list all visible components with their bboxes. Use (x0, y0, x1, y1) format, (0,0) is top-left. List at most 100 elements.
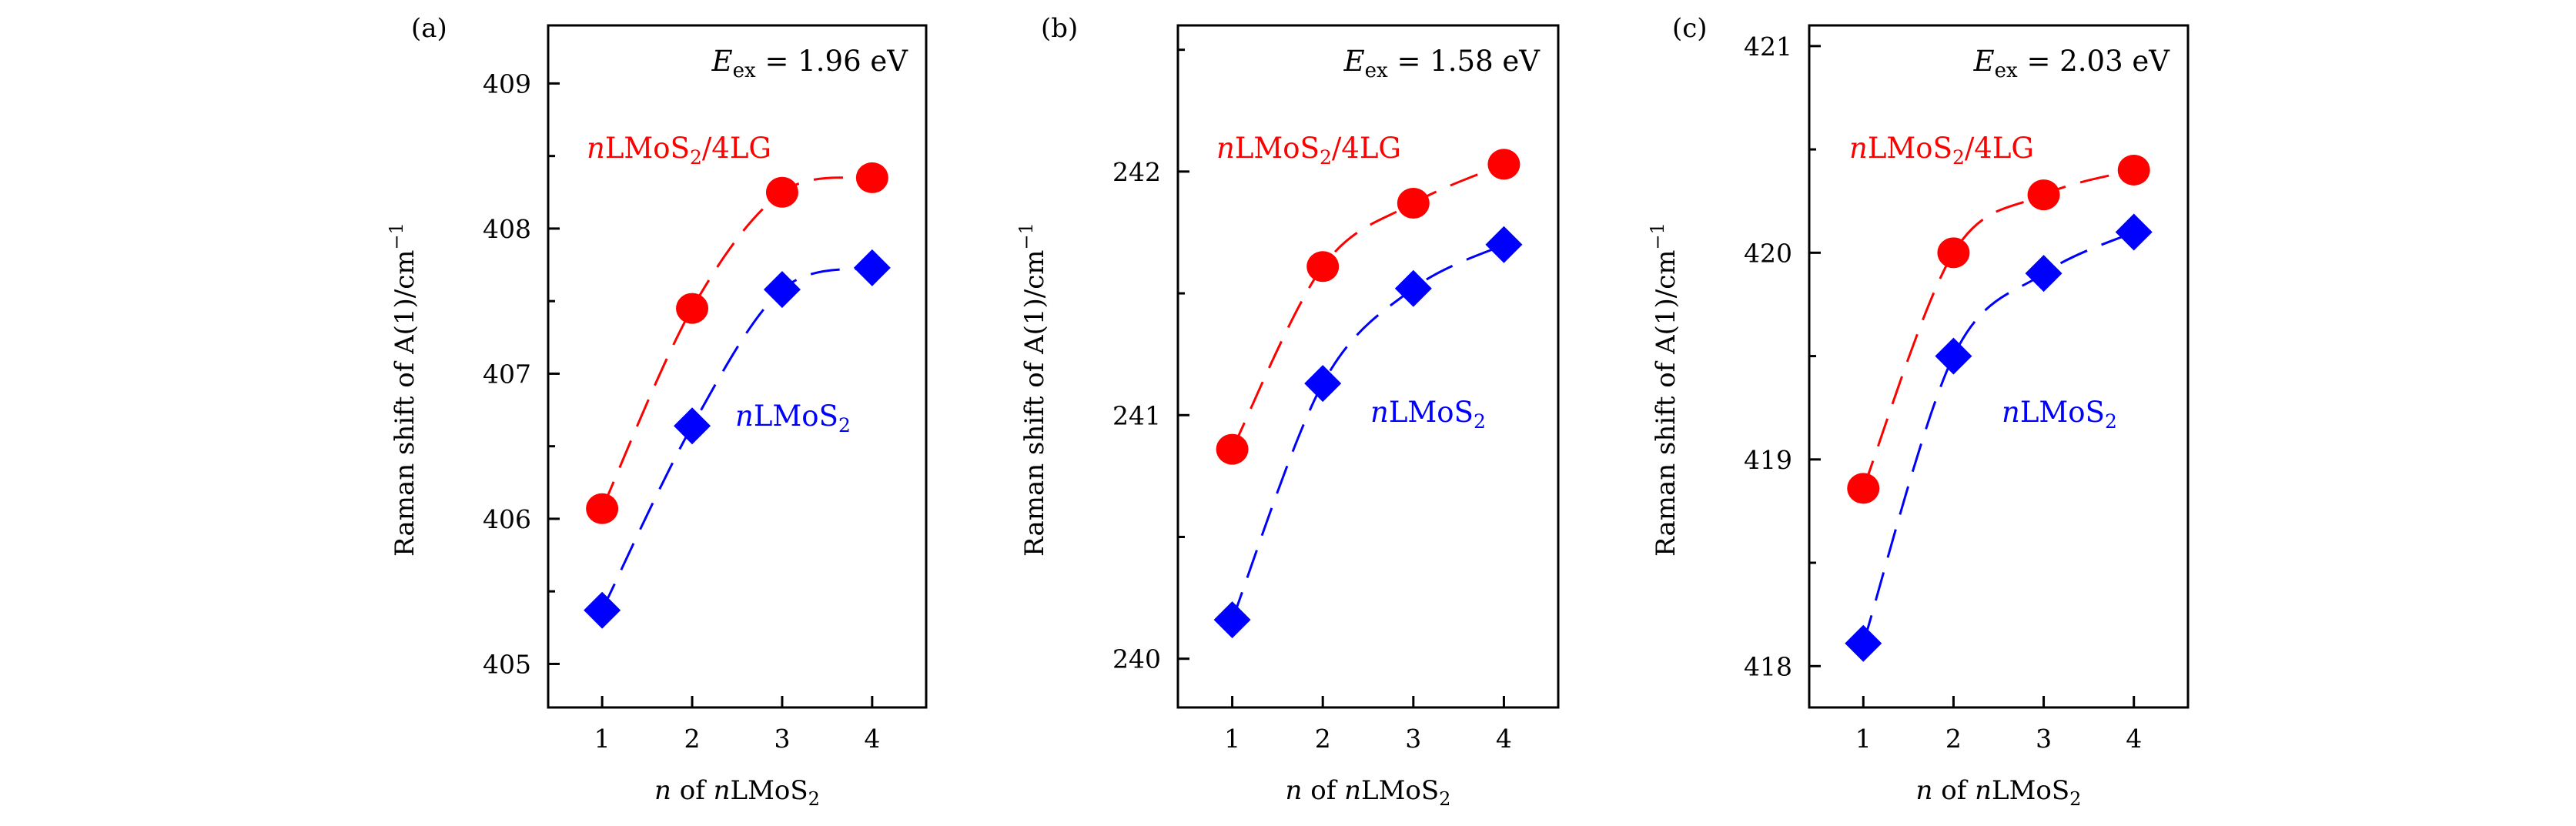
data-point-diamond (763, 271, 801, 309)
x-tick-label: 4 (864, 724, 880, 754)
xlabel-main: LMoS (1361, 775, 1439, 806)
y-tick-label: 408 (483, 214, 531, 244)
y-tick-label: 241 (1112, 400, 1161, 430)
xlabel-main: LMoS (731, 775, 808, 806)
series-nlmos2-4lg: nLMoS2/4LG (586, 132, 888, 524)
x-tick-label: 2 (684, 724, 701, 754)
x-tick-label: 1 (594, 724, 611, 754)
data-point-circle (1487, 149, 1521, 180)
annotation-value: = 1.58 eV (1388, 45, 1541, 78)
series-label-main: LMoS (1389, 396, 1474, 429)
x-tick-label: 2 (1315, 724, 1331, 754)
y-tick-label: 420 (1744, 238, 1792, 268)
data-point-diamond (2115, 213, 2153, 251)
data-point-circle (855, 162, 888, 193)
data-point-diamond (1935, 337, 1972, 375)
series-line (1231, 162, 1505, 450)
data-point-circle (1216, 433, 1249, 465)
series-nlmos2: nLMoS2 (1845, 213, 2153, 662)
xlabel-sub: 2 (808, 788, 820, 810)
xlabel-of: of (1932, 775, 1975, 806)
series-nlmos2: nLMoS2 (584, 249, 891, 629)
series-label-n: n (587, 132, 605, 165)
series-label-n: n (735, 400, 754, 433)
x-axis-title: n of nLMoS2 (654, 775, 820, 810)
series-label-main: LMoS (605, 132, 690, 165)
series-label-n: n (1216, 132, 1235, 165)
annotation-symbol: E (711, 45, 733, 78)
y-tick-label: 419 (1744, 445, 1792, 475)
x-tick-label: 1 (1224, 724, 1240, 754)
series-line (1862, 169, 2135, 489)
ylabel-sup: −1 (1015, 222, 1037, 249)
series-label-sub: 2 (1320, 146, 1332, 169)
data-point-diamond (1845, 624, 1882, 662)
excitation-energy-annotation: Eex = 1.58 eV (1343, 45, 1541, 82)
data-point-diamond (1394, 269, 1432, 307)
x-tick-label: 3 (2036, 724, 2052, 754)
x-tick-label: 4 (2126, 724, 2142, 754)
y-tick-label: 405 (483, 649, 531, 679)
ylabel-main: Raman shift of A(1)/cm (390, 249, 420, 556)
data-point-circle (1937, 237, 1970, 269)
series-label-sub: 2 (690, 146, 702, 169)
data-point-circle (765, 176, 798, 208)
series-label-main: LMoS (1868, 132, 1952, 165)
annotation-subscript: ex (733, 59, 756, 82)
series-label: nLMoS2 (2002, 396, 2117, 433)
series-label-main: LMoS (2020, 396, 2105, 429)
y-tick-label: 240 (1112, 644, 1161, 674)
series-nlmos2: nLMoS2 (1213, 226, 1523, 639)
xlabel-n2: n (714, 775, 731, 806)
annotation-symbol: E (1973, 45, 1995, 78)
series-label-main: LMoS (754, 400, 838, 433)
data-point-diamond (853, 249, 891, 286)
xlabel-n: n (1286, 775, 1303, 806)
series-line (601, 176, 873, 510)
x-axis-title: n of nLMoS2 (1286, 775, 1451, 810)
data-point-diamond (674, 407, 711, 445)
plot-frame (1176, 24, 1560, 709)
y-tick-label: 409 (483, 69, 531, 99)
y-axis-title: Raman shift of A(1)/cm−1 (386, 222, 420, 557)
y-tick-label: 406 (483, 504, 531, 534)
x-tick-label: 4 (1496, 724, 1512, 754)
y-tick-label: 421 (1744, 32, 1792, 62)
data-point-diamond (1304, 365, 1342, 403)
data-point-diamond (1485, 226, 1523, 263)
data-point-diamond (584, 591, 621, 629)
series-label: nLMoS2/4LG (1849, 132, 2034, 169)
panel-label: (a) (411, 13, 447, 44)
series-label-tail: /4LG (702, 132, 771, 165)
y-tick-label: 242 (1112, 157, 1161, 187)
annotation-subscript: ex (1365, 59, 1388, 82)
series-label-sub: 2 (1952, 146, 1965, 169)
series-label-sub: 2 (2105, 410, 2117, 433)
series-label-sub: 2 (838, 414, 851, 436)
ylabel-sup: −1 (1647, 222, 1668, 249)
series-nlmos2-4lg: nLMoS2/4LG (1216, 132, 1521, 465)
data-point-diamond (1213, 601, 1251, 639)
series-label-n: n (2002, 396, 2020, 429)
panel-label: (c) (1672, 13, 1708, 44)
series-line (1231, 243, 1505, 620)
series-label: nLMoS2 (1370, 396, 1486, 433)
xlabel-sub: 2 (1439, 788, 1450, 810)
xlabel-sub: 2 (2069, 788, 2081, 810)
data-point-circle (2027, 179, 2060, 211)
x-tick-label: 1 (1855, 724, 1872, 754)
data-point-circle (1306, 251, 1340, 283)
xlabel-n: n (654, 775, 671, 806)
x-tick-label: 3 (1405, 724, 1421, 754)
excitation-energy-annotation: Eex = 1.96 eV (711, 45, 909, 82)
series-nlmos2-4lg: nLMoS2/4LG (1847, 132, 2150, 504)
annotation-subscript: ex (1995, 59, 2018, 82)
data-point-circle (1397, 187, 1430, 219)
excitation-energy-annotation: Eex = 2.03 eV (1973, 45, 2171, 82)
y-axis-title: Raman shift of A(1)/cm−1 (1015, 222, 1050, 557)
data-point-circle (2117, 154, 2150, 186)
xlabel-main: LMoS (1992, 775, 2069, 806)
y-axis-title: Raman shift of A(1)/cm−1 (1647, 222, 1681, 557)
